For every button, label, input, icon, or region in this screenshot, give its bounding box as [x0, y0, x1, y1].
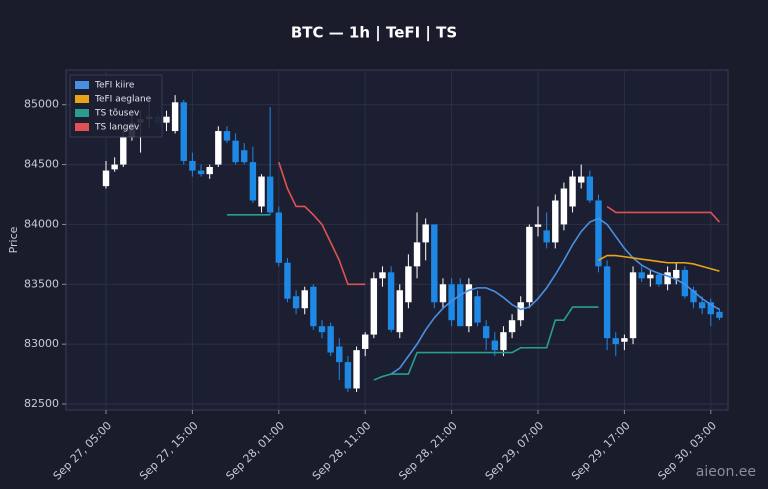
- indicator-line: [373, 306, 599, 381]
- candle-body: [370, 278, 378, 335]
- candle-body: [586, 176, 594, 201]
- candle-body: [491, 340, 498, 351]
- candle-body: [629, 272, 637, 339]
- indicator-line: [390, 217, 720, 375]
- candle-body: [673, 269, 680, 279]
- y-tick-label: 84000: [24, 217, 59, 230]
- candle-body: [413, 242, 421, 267]
- candle-body: [603, 266, 611, 339]
- candle-body: [258, 176, 265, 207]
- candle-body: [180, 102, 187, 161]
- candle-body: [439, 284, 447, 303]
- candle-body: [396, 290, 403, 333]
- candle-body: [120, 137, 127, 165]
- candle-body: [698, 302, 706, 309]
- candle-body: [457, 284, 464, 327]
- candle-body: [569, 176, 576, 207]
- candle-body: [301, 290, 308, 309]
- indicator-line: [278, 161, 366, 286]
- legend-label: TS langev: [94, 123, 140, 133]
- candle-body: [344, 362, 352, 389]
- candle-body: [336, 346, 343, 363]
- indicator-line: [598, 254, 720, 272]
- candle-body: [560, 188, 568, 225]
- legend-swatch: [75, 109, 89, 117]
- candle-body: [353, 350, 360, 389]
- legend-swatch: [75, 81, 89, 89]
- candle-body: [690, 290, 697, 303]
- legend-label: TeFI aeglane: [94, 95, 152, 105]
- candle-body: [707, 302, 714, 315]
- candle-body: [111, 164, 118, 170]
- legend-label: TS tõusev: [94, 109, 140, 119]
- candle-body: [102, 170, 110, 187]
- candle-body: [534, 224, 542, 227]
- candle-body: [655, 274, 663, 285]
- candle-body: [431, 224, 438, 303]
- candle-body: [362, 334, 369, 349]
- candle-body: [578, 176, 585, 183]
- y-tick-label: 83500: [24, 277, 59, 290]
- candle-body: [171, 102, 179, 132]
- candle-body: [448, 284, 455, 321]
- candle-body: [664, 272, 671, 285]
- candle-body: [681, 269, 689, 297]
- y-tick-label: 84500: [24, 158, 59, 171]
- candle-body: [595, 200, 602, 267]
- candle-body: [206, 166, 213, 175]
- candle-body: [465, 284, 473, 327]
- candle-body: [241, 150, 248, 163]
- indicator-line: [606, 205, 721, 223]
- y-tick-label: 82500: [24, 397, 59, 410]
- candle-body: [482, 326, 490, 339]
- candle-body: [318, 326, 326, 333]
- candle-body: [197, 170, 205, 175]
- candle-body: [621, 338, 628, 342]
- legend: TeFI kiire TeFI aeglane TS tõusev TS langev: [69, 74, 163, 138]
- candle-body: [189, 160, 196, 171]
- y-tick-label: 83000: [24, 337, 59, 350]
- candle-body: [612, 338, 619, 345]
- legend-label: TeFI kiire: [94, 81, 135, 91]
- candle-body: [526, 226, 533, 303]
- legend-swatch: [75, 123, 89, 131]
- candle-body: [552, 200, 559, 243]
- candle-body: [249, 162, 257, 201]
- candle-body: [405, 266, 412, 303]
- candle-body: [517, 302, 524, 321]
- y-axis-label: Price: [7, 226, 20, 253]
- candle-body: [292, 296, 300, 309]
- candle-body: [275, 212, 282, 263]
- candle-body: [638, 272, 645, 279]
- candle-body: [327, 326, 334, 353]
- candle-body: [500, 332, 507, 351]
- candle-body: [284, 262, 291, 299]
- candle-body: [422, 224, 429, 243]
- chart-title: BTC — 1h | TeFI | TS: [291, 24, 457, 43]
- candle-body: [647, 274, 654, 279]
- candle-body: [387, 272, 395, 330]
- candle-body: [266, 176, 274, 213]
- candle-body: [543, 230, 550, 243]
- candle-body: [215, 131, 222, 165]
- candle-body: [232, 140, 239, 163]
- candle-body: [474, 296, 481, 323]
- watermark: aieon.ee: [696, 464, 756, 480]
- legend-swatch: [75, 95, 89, 103]
- candle-body: [716, 311, 723, 318]
- candle-body: [508, 320, 516, 333]
- candle-body: [223, 131, 231, 141]
- candle-body: [310, 286, 317, 327]
- candle-body: [379, 272, 386, 279]
- candle-body: [163, 116, 170, 123]
- y-tick-label: 85000: [24, 98, 59, 111]
